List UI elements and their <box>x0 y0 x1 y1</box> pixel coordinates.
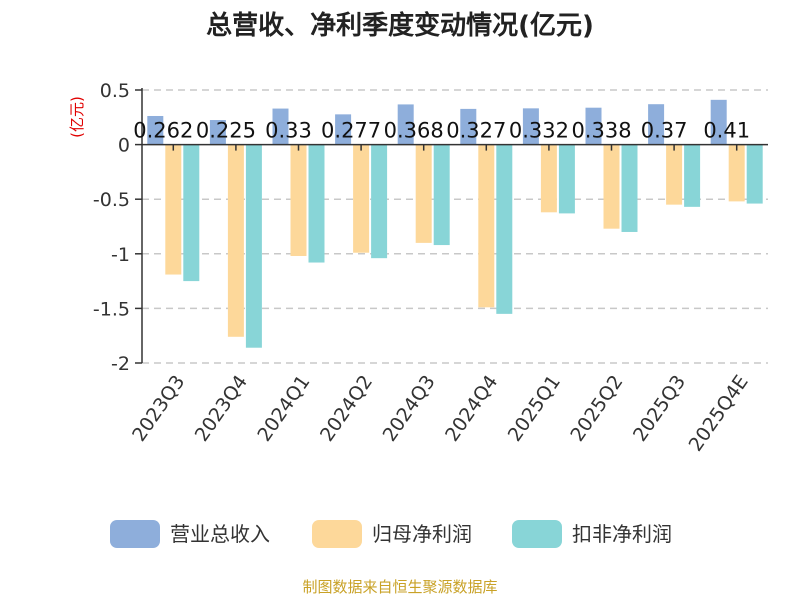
bar <box>496 144 513 314</box>
chart-title: 总营收、净利季度变动情况(亿元) <box>206 10 594 41</box>
x-tick-label: 2024Q3 <box>379 371 440 445</box>
bar <box>558 144 575 214</box>
data-label: 0.41 <box>703 119 750 143</box>
data-label: 0.262 <box>133 119 193 143</box>
legend-label: 扣非净利润 <box>572 522 672 546</box>
data-label: 0.327 <box>446 119 506 143</box>
x-tick-label: 2024Q1 <box>253 371 314 445</box>
data-label: 0.225 <box>196 119 256 143</box>
bar <box>648 104 665 145</box>
y-tick-label: -2 <box>111 353 130 375</box>
bar <box>540 144 557 213</box>
bar <box>371 144 388 259</box>
source-note: 制图数据来自恒生聚源数据库 <box>302 578 497 596</box>
bar <box>183 144 200 282</box>
y-tick-label: -1.5 <box>93 298 130 320</box>
x-tick-label: 2023Q3 <box>128 371 189 445</box>
bar <box>478 144 495 308</box>
data-label: 0.37 <box>641 119 688 143</box>
data-label: 0.338 <box>571 119 631 143</box>
legend: 营业总收入 归母净利润 扣非净利润 <box>110 520 672 548</box>
data-labels: 0.262 0.225 0.33 0.277 0.368 0.327 0.332 0.338 0… <box>133 119 750 143</box>
bar <box>585 107 602 145</box>
bar <box>415 144 432 243</box>
x-tick-label: 2024Q4 <box>441 371 502 445</box>
y-tick-label: 0 <box>118 135 130 157</box>
x-tick-label: 2025Q4E <box>685 371 753 455</box>
bar <box>290 144 307 256</box>
legend-swatch <box>110 520 160 548</box>
bar <box>308 144 325 263</box>
bar <box>666 144 683 205</box>
bar <box>522 108 539 145</box>
bar <box>433 144 450 246</box>
bar <box>728 144 745 202</box>
legend-label: 归母净利润 <box>372 522 472 546</box>
bar <box>335 114 352 145</box>
x-tick-label: 2024Q2 <box>316 371 377 445</box>
bar <box>684 144 701 207</box>
legend-label: 营业总收入 <box>170 522 270 546</box>
gridlines <box>142 89 768 364</box>
y-tick-label: -0.5 <box>93 189 130 211</box>
bar <box>245 144 262 348</box>
bar <box>460 108 477 145</box>
bar <box>353 144 370 253</box>
bar <box>165 144 182 275</box>
y-tick-label: -1 <box>111 244 130 266</box>
bar <box>272 108 289 145</box>
data-label: 0.368 <box>384 119 444 143</box>
x-tick-label: 2025Q1 <box>504 371 565 445</box>
legend-swatch <box>512 520 562 548</box>
data-label: 0.33 <box>265 119 312 143</box>
bar <box>603 144 620 229</box>
bar <box>209 120 226 145</box>
data-label: 0.277 <box>321 119 381 143</box>
bar <box>746 144 763 204</box>
bar <box>397 104 414 145</box>
x-tick-label: 2023Q4 <box>191 371 252 445</box>
x-tick-label: 2025Q3 <box>629 371 690 445</box>
bar <box>621 144 638 232</box>
bar <box>710 99 727 145</box>
data-label: 0.332 <box>509 119 569 143</box>
y-tick-label: 0.5 <box>100 80 130 102</box>
bar <box>227 144 244 337</box>
bars <box>147 99 763 348</box>
x-tick-label: 2025Q2 <box>566 371 627 445</box>
legend-swatch <box>312 520 362 548</box>
bar <box>147 115 164 145</box>
y-axis-label: (亿元) <box>68 96 86 138</box>
